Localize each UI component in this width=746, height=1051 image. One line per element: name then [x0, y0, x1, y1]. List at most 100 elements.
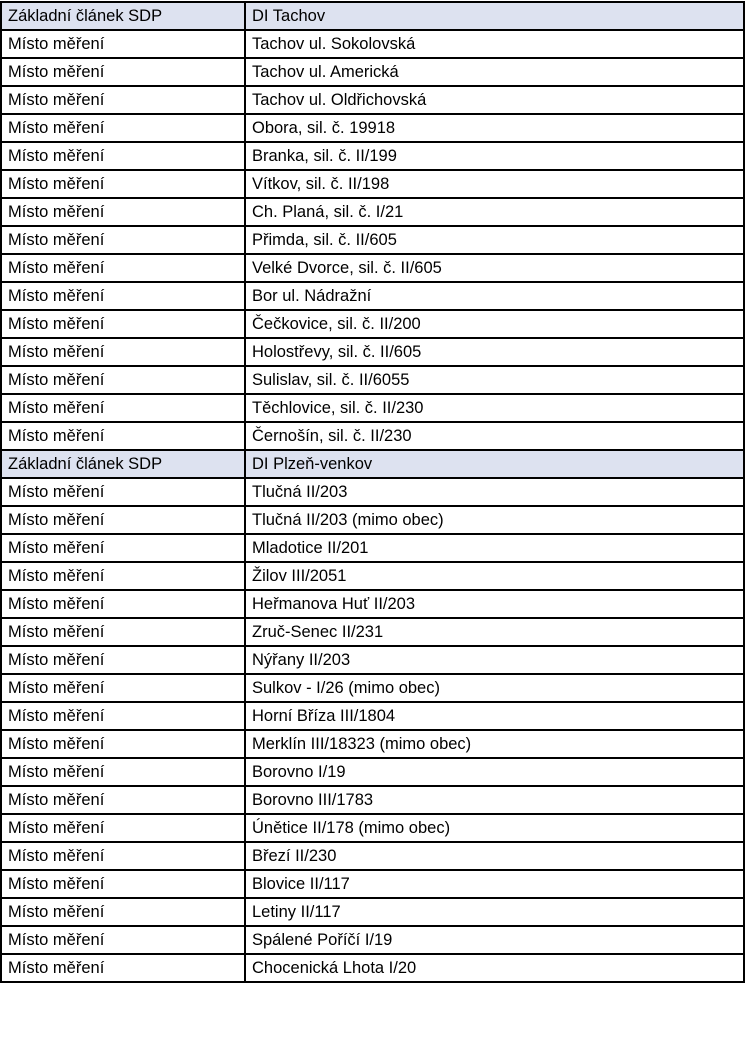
row-label: Místo měření	[0, 673, 246, 703]
table-row: Místo měření Obora, sil. č. 19918	[0, 113, 745, 143]
row-label: Místo měření	[0, 841, 246, 871]
row-label: Místo měření	[0, 561, 246, 591]
row-label: Místo měření	[0, 197, 246, 227]
row-value: Letiny II/117	[244, 897, 745, 927]
row-label: Místo měření	[0, 533, 246, 563]
table-row: Místo měření Tlučná II/203	[0, 477, 745, 507]
row-label: Místo měření	[0, 393, 246, 423]
table-row: Místo měření Letiny II/117	[0, 897, 745, 927]
row-label: Místo měření	[0, 365, 246, 395]
measurement-sites-table: Základní článek SDP DI Tachov Místo měření…	[0, 1, 745, 983]
row-value: Sulislav, sil. č. II/6055	[244, 365, 745, 395]
row-value: Černošín, sil. č. II/230	[244, 421, 745, 451]
row-value: Zruč-Senec II/231	[244, 617, 745, 647]
table-row: Místo měření Přimda, sil. č. II/605	[0, 225, 745, 255]
row-label: Místo měření	[0, 225, 246, 255]
table-row: Místo měření Bor ul. Nádražní	[0, 281, 745, 311]
row-label: Místo měření	[0, 589, 246, 619]
row-label: Místo měření	[0, 617, 246, 647]
section-header-row: Základní článek SDP DI Plzeň-venkov	[0, 449, 745, 479]
row-value: Borovno III/1783	[244, 785, 745, 815]
table-row: Místo měření Sulislav, sil. č. II/6055	[0, 365, 745, 395]
row-value: Velké Dvorce, sil. č. II/605	[244, 253, 745, 283]
table-row: Místo měření Holostřevy, sil. č. II/605	[0, 337, 745, 367]
row-value: Obora, sil. č. 19918	[244, 113, 745, 143]
row-value: Únětice II/178 (mimo obec)	[244, 813, 745, 843]
table-row: Místo měření Mladotice II/201	[0, 533, 745, 563]
table-row: Místo měření Spálené Poříčí I/19	[0, 925, 745, 955]
table-row: Místo měření Blovice II/117	[0, 869, 745, 899]
row-label: Místo měření	[0, 281, 246, 311]
row-label: Místo měření	[0, 757, 246, 787]
row-value: Bor ul. Nádražní	[244, 281, 745, 311]
row-value: Heřmanova Huť II/203	[244, 589, 745, 619]
row-label: Místo měření	[0, 337, 246, 367]
table-row: Místo měření Sulkov - I/26 (mimo obec)	[0, 673, 745, 703]
table-row: Místo měření Čečkovice, sil. č. II/200	[0, 309, 745, 339]
table-row: Místo měření Chocenická Lhota I/20	[0, 953, 745, 983]
row-value: Merklín III/18323 (mimo obec)	[244, 729, 745, 759]
table-row: Místo měření Těchlovice, sil. č. II/230	[0, 393, 745, 423]
row-value: Tlučná II/203 (mimo obec)	[244, 505, 745, 535]
row-value: Tachov ul. Americká	[244, 57, 745, 87]
row-value: Přimda, sil. č. II/605	[244, 225, 745, 255]
section-label: Základní článek SDP	[0, 449, 246, 479]
row-label: Místo měření	[0, 729, 246, 759]
row-label: Místo měření	[0, 645, 246, 675]
row-value: Chocenická Lhota I/20	[244, 953, 745, 983]
table-row: Místo měření Borovno III/1783	[0, 785, 745, 815]
row-label: Místo měření	[0, 253, 246, 283]
row-value: Žilov III/2051	[244, 561, 745, 591]
table-row: Místo měření Heřmanova Huť II/203	[0, 589, 745, 619]
row-label: Místo měření	[0, 701, 246, 731]
table-row: Místo měření Merklín III/18323 (mimo obec…	[0, 729, 745, 759]
table-row: Místo měření Černošín, sil. č. II/230	[0, 421, 745, 451]
table-row: Místo měření Březí II/230	[0, 841, 745, 871]
row-value: Tachov ul. Sokolovská	[244, 29, 745, 59]
row-value: Spálené Poříčí I/19	[244, 925, 745, 955]
row-value: Ch. Planá, sil. č. I/21	[244, 197, 745, 227]
row-label: Místo měření	[0, 169, 246, 199]
table-row: Místo měření Branka, sil. č. II/199	[0, 141, 745, 171]
row-label: Místo měření	[0, 29, 246, 59]
row-label: Místo měření	[0, 141, 246, 171]
row-value: Mladotice II/201	[244, 533, 745, 563]
row-value: Borovno I/19	[244, 757, 745, 787]
row-value: Branka, sil. č. II/199	[244, 141, 745, 171]
table-row: Místo měření Tachov ul. Americká	[0, 57, 745, 87]
table-row: Místo měření Vítkov, sil. č. II/198	[0, 169, 745, 199]
row-value: Horní Bříza III/1804	[244, 701, 745, 731]
table-row: Místo měření Únětice II/178 (mimo obec)	[0, 813, 745, 843]
section-label: Základní článek SDP	[0, 1, 246, 31]
row-label: Místo měření	[0, 477, 246, 507]
row-label: Místo měření	[0, 505, 246, 535]
table-row: Místo měření Borovno I/19	[0, 757, 745, 787]
row-value: Těchlovice, sil. č. II/230	[244, 393, 745, 423]
row-label: Místo měření	[0, 897, 246, 927]
table-row: Místo měření Horní Bříza III/1804	[0, 701, 745, 731]
table-row: Místo měření Tachov ul. Sokolovská	[0, 29, 745, 59]
table-body: Základní článek SDP DI Tachov Místo měření…	[0, 1, 745, 983]
table-row: Místo měření Zruč-Senec II/231	[0, 617, 745, 647]
table-row: Místo měření Nýřany II/203	[0, 645, 745, 675]
row-label: Místo měření	[0, 953, 246, 983]
row-value: Tachov ul. Oldřichovská	[244, 85, 745, 115]
row-value: Tlučná II/203	[244, 477, 745, 507]
row-label: Místo měření	[0, 309, 246, 339]
table-row: Místo měření Velké Dvorce, sil. č. II/605	[0, 253, 745, 283]
row-label: Místo měření	[0, 925, 246, 955]
table-row: Místo měření Žilov III/2051	[0, 561, 745, 591]
row-value: Sulkov - I/26 (mimo obec)	[244, 673, 745, 703]
row-label: Místo měření	[0, 869, 246, 899]
table-row: Místo měření Ch. Planá, sil. č. I/21	[0, 197, 745, 227]
row-value: Holostřevy, sil. č. II/605	[244, 337, 745, 367]
table-row: Místo měření Tachov ul. Oldřichovská	[0, 85, 745, 115]
row-label: Místo měření	[0, 813, 246, 843]
section-name: DI Tachov	[244, 1, 745, 31]
row-value: Čečkovice, sil. č. II/200	[244, 309, 745, 339]
row-value: Nýřany II/203	[244, 645, 745, 675]
row-label: Místo měření	[0, 421, 246, 451]
section-name: DI Plzeň-venkov	[244, 449, 745, 479]
row-label: Místo měření	[0, 85, 246, 115]
row-label: Místo měření	[0, 785, 246, 815]
